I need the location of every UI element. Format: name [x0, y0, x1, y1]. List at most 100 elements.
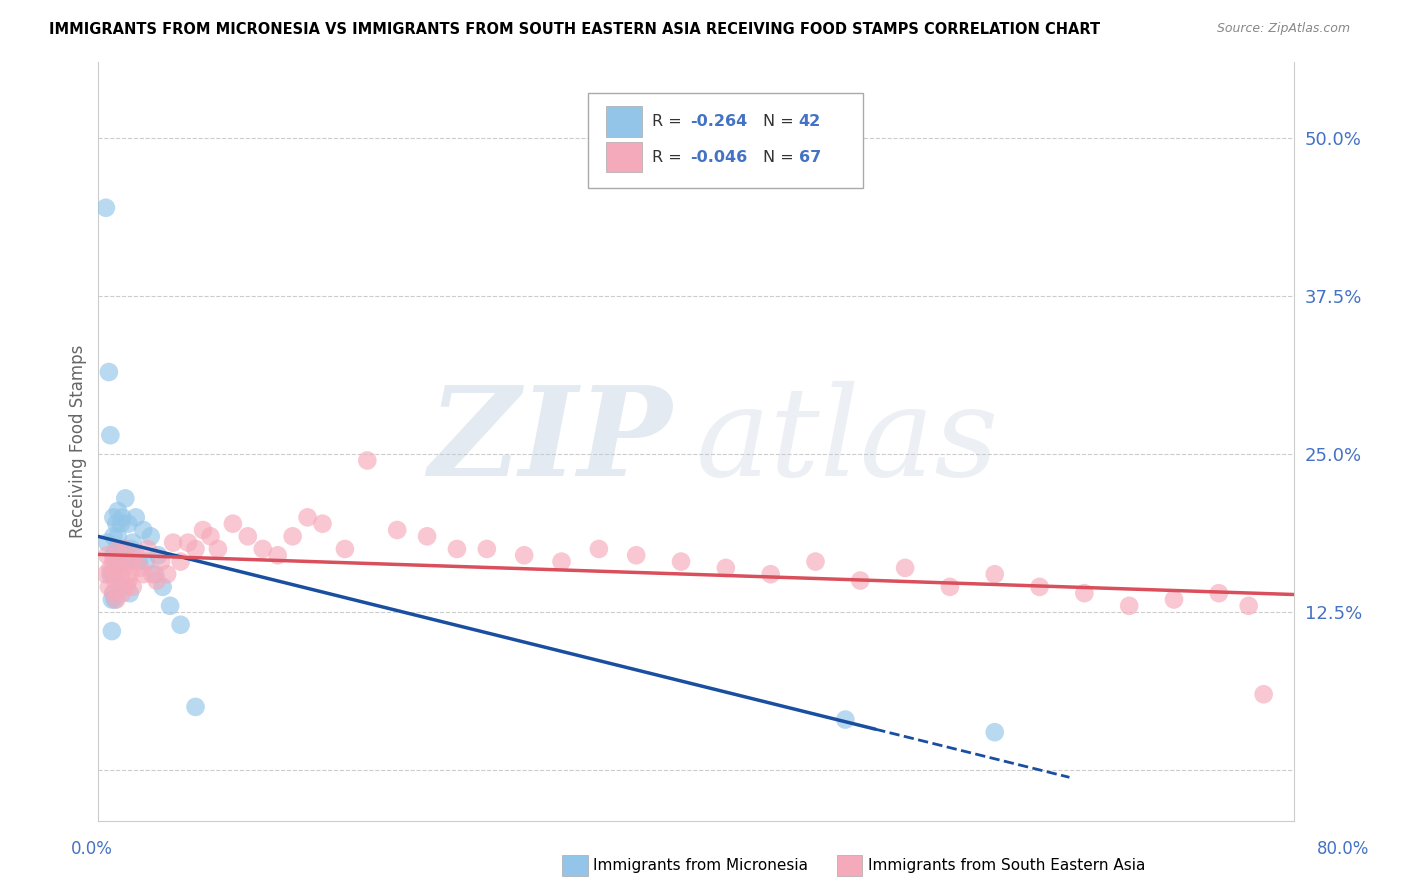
Point — [103, 555, 125, 569]
Point — [141, 567, 163, 582]
Point — [103, 548, 125, 563]
Point — [1028, 580, 1050, 594]
Point — [1208, 586, 1230, 600]
Point — [104, 561, 127, 575]
Point — [103, 567, 125, 582]
Point — [101, 624, 124, 639]
Point — [94, 567, 117, 582]
Point — [111, 586, 134, 600]
Point — [984, 725, 1007, 739]
Point — [111, 510, 134, 524]
Point — [1118, 599, 1140, 613]
Text: 80.0%: 80.0% — [1316, 840, 1369, 858]
Point — [120, 541, 142, 556]
Point — [117, 574, 139, 588]
Point — [112, 561, 135, 575]
Text: R =: R = — [652, 114, 686, 129]
Point — [184, 699, 207, 714]
Point — [356, 453, 378, 467]
Point — [110, 516, 132, 531]
Point — [169, 617, 191, 632]
Point — [162, 535, 184, 549]
Point — [103, 510, 125, 524]
Point — [159, 599, 181, 613]
Point — [297, 510, 319, 524]
Point — [207, 541, 229, 556]
Text: -0.046: -0.046 — [690, 150, 747, 165]
Point — [101, 567, 124, 582]
Y-axis label: Receiving Food Stamps: Receiving Food Stamps — [69, 345, 87, 538]
Text: atlas: atlas — [696, 381, 1000, 502]
Point — [416, 529, 439, 543]
Point — [939, 580, 962, 594]
Point — [148, 548, 170, 563]
FancyBboxPatch shape — [606, 106, 643, 136]
Point — [125, 548, 148, 563]
Point — [984, 567, 1007, 582]
Text: -0.264: -0.264 — [690, 114, 747, 129]
Text: ZIP: ZIP — [429, 381, 672, 502]
Text: Immigrants from South Eastern Asia: Immigrants from South Eastern Asia — [868, 858, 1144, 872]
Point — [714, 561, 737, 575]
Point — [110, 580, 132, 594]
Point — [1237, 599, 1260, 613]
Point — [169, 555, 191, 569]
Point — [669, 555, 692, 569]
Point — [96, 548, 118, 563]
Point — [125, 510, 148, 524]
Point — [150, 555, 173, 569]
Text: 67: 67 — [799, 150, 821, 165]
Point — [145, 574, 167, 588]
Point — [98, 561, 122, 575]
Point — [103, 586, 125, 600]
Point — [97, 365, 120, 379]
Point — [121, 580, 143, 594]
Point — [385, 523, 409, 537]
Point — [104, 592, 127, 607]
Point — [177, 535, 200, 549]
Point — [475, 541, 498, 556]
Point — [1163, 592, 1185, 607]
Point — [121, 535, 143, 549]
Point — [252, 541, 274, 556]
Point — [107, 541, 129, 556]
Point — [267, 548, 290, 563]
Point — [118, 586, 141, 600]
Text: Immigrants from Micronesia: Immigrants from Micronesia — [593, 858, 808, 872]
Point — [200, 529, 222, 543]
Point — [143, 567, 166, 582]
Point — [96, 535, 118, 549]
Point — [894, 561, 917, 575]
Point — [105, 516, 128, 531]
Point — [98, 428, 122, 442]
Point — [115, 555, 138, 569]
Point — [446, 541, 468, 556]
Point — [120, 555, 142, 569]
Point — [128, 555, 150, 569]
Point — [97, 580, 120, 594]
Point — [191, 523, 214, 537]
Point — [132, 523, 155, 537]
Point — [513, 548, 536, 563]
Text: N =: N = — [763, 114, 799, 129]
Point — [834, 713, 856, 727]
Point — [550, 555, 572, 569]
Point — [117, 516, 139, 531]
Point — [152, 580, 174, 594]
FancyBboxPatch shape — [606, 142, 643, 172]
Point — [222, 516, 245, 531]
Point — [105, 592, 128, 607]
Point — [101, 592, 124, 607]
Point — [626, 548, 648, 563]
Text: N =: N = — [763, 150, 799, 165]
Point — [103, 586, 125, 600]
Point — [104, 574, 127, 588]
Point — [115, 580, 138, 594]
FancyBboxPatch shape — [589, 93, 863, 187]
Point — [132, 567, 155, 582]
Point — [108, 555, 131, 569]
Text: IMMIGRANTS FROM MICRONESIA VS IMMIGRANTS FROM SOUTH EASTERN ASIA RECEIVING FOOD : IMMIGRANTS FROM MICRONESIA VS IMMIGRANTS… — [49, 22, 1101, 37]
Point — [1253, 687, 1275, 701]
Point — [107, 504, 129, 518]
Point — [110, 567, 132, 582]
